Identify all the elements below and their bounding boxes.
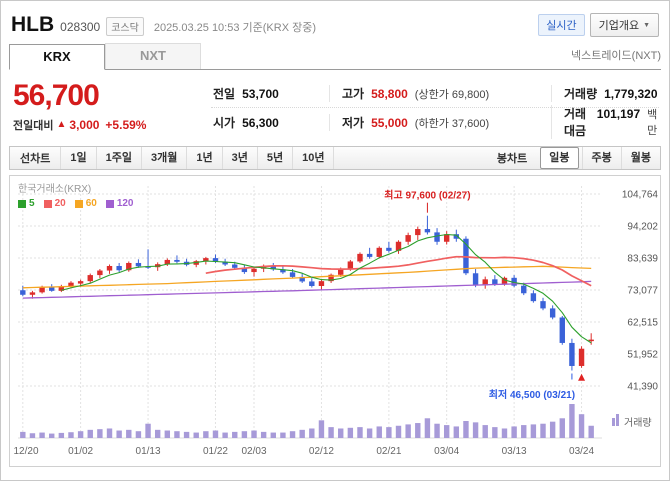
- lower-limit: (하한가 37,600): [414, 117, 490, 130]
- market-tabs: KRX NXT 넥스트레이드(NXT): [9, 43, 661, 70]
- chart-annotations: 최고 97,600 (02/27) 최저 46,500 (03/21): [384, 189, 575, 401]
- trade-value-label: 거래대금: [564, 107, 587, 138]
- header: HLB 028300 코스닥 2025.03.25 10:53 기준(KRX 장…: [9, 7, 661, 43]
- open-label: 시가: [213, 115, 236, 130]
- company-overview-button[interactable]: 기업개요 ▼: [589, 13, 659, 37]
- period-1day[interactable]: 1일: [60, 147, 95, 169]
- candle-chart-label[interactable]: 봉차트: [496, 153, 528, 165]
- svg-text:01/22: 01/22: [203, 446, 228, 457]
- svg-text:최저 46,500 (03/21): 최저 46,500 (03/21): [489, 388, 575, 401]
- period-5year[interactable]: 5년: [256, 147, 292, 169]
- high-value: 58,800: [371, 87, 408, 101]
- period-1year[interactable]: 1년: [186, 147, 221, 169]
- svg-text:12/20: 12/20: [13, 446, 38, 457]
- period-10year[interactable]: 10년: [292, 147, 333, 169]
- chart-legend: 한국거래소(KRX) 5 20 60 120: [18, 180, 134, 209]
- svg-text:02/21: 02/21: [376, 446, 401, 457]
- upper-limit: (상한가 69,800): [414, 89, 490, 101]
- candles: [20, 215, 594, 371]
- current-price: 56,700: [13, 79, 100, 112]
- realtime-badge[interactable]: 실시간: [538, 14, 585, 36]
- quote-row-1: 전일 53,700 고가 58,800 (상한가 69,800) 거래량 1,7…: [211, 80, 659, 108]
- price-summary: 56,700 전일대비 ▲ 3,000 +5.59% 전일 53,700 고가 …: [9, 70, 661, 142]
- svg-text:83,639: 83,639: [627, 254, 658, 265]
- period-1week[interactable]: 1주일: [95, 147, 141, 169]
- svg-text:02/12: 02/12: [309, 446, 334, 457]
- candlestick-chart-canvas[interactable]: 104,764 94,202 83,639 73,077 62,515 51,952 41,…: [10, 176, 662, 464]
- svg-text:41,390: 41,390: [627, 382, 658, 393]
- volume-value: 1,779,320: [604, 87, 658, 101]
- svg-text:02/03: 02/03: [242, 446, 267, 457]
- line-chart-label[interactable]: 선차트: [20, 153, 51, 165]
- market-badge: 코스닥: [106, 17, 144, 36]
- tab-nxt[interactable]: NXT: [105, 43, 201, 69]
- candle-weekly-button[interactable]: 주봉: [581, 147, 621, 169]
- volume-label: 거래량: [564, 87, 598, 101]
- svg-text:51,952: 51,952: [627, 350, 658, 361]
- ma-color-swatch: [18, 199, 26, 208]
- low-label: 저가: [342, 115, 365, 130]
- svg-text:03/13: 03/13: [502, 446, 527, 457]
- chart-period-toolbar: 선차트 1일 1주일 3개월 1년 3년 5년 10년 봉차트 일봉 주봉 월봉: [9, 146, 661, 170]
- candle-monthly-button[interactable]: 월봉: [620, 147, 660, 169]
- high-label: 고가: [342, 87, 365, 101]
- ma-legend: 5 20 60 120: [18, 198, 134, 209]
- svg-text:94,202: 94,202: [627, 221, 658, 232]
- stock-code: 028300: [60, 20, 101, 34]
- trade-value-value: 101,197: [596, 107, 641, 121]
- prev-close-value: 53,700: [242, 87, 279, 101]
- grid: 104,764 94,202 83,639 73,077 62,515 51,952 41,…: [13, 186, 658, 457]
- tab-krx[interactable]: KRX: [9, 44, 105, 70]
- quote-row-2: 시가 56,300 저가 55,000 (하한가 37,600) 거래대금 10…: [211, 105, 659, 139]
- quote-timestamp: 2025.03.25 10:53 기준(KRX 장중): [153, 22, 317, 34]
- svg-text:거래량: 거래량: [624, 417, 652, 429]
- low-value: 55,000: [371, 115, 408, 130]
- change-label: 전일대비: [13, 119, 54, 132]
- change-percent: +5.59%: [105, 117, 147, 132]
- svg-text:03/04: 03/04: [434, 446, 459, 457]
- prev-close-label: 전일: [213, 87, 236, 101]
- open-value: 56,300: [242, 115, 279, 130]
- volume-pane-label: 거래량: [612, 414, 652, 429]
- svg-text:03/24: 03/24: [569, 446, 594, 457]
- period-3month[interactable]: 3개월: [140, 147, 186, 169]
- price-chart[interactable]: 한국거래소(KRX) 5 20 60 120 104,764 94,202 83,639 7…: [9, 175, 661, 467]
- ma-color-swatch: [43, 199, 52, 208]
- ma-color-swatch: [74, 199, 83, 208]
- exchange-label: 한국거래소(KRX): [18, 184, 92, 195]
- ma-legend-item-5: 5: [18, 198, 35, 209]
- svg-text:62,515: 62,515: [627, 317, 658, 328]
- svg-text:104,764: 104,764: [622, 190, 659, 201]
- chevron-down-icon: ▼: [643, 21, 650, 29]
- period-3year[interactable]: 3년: [221, 147, 257, 169]
- ma-color-swatch: [105, 199, 114, 208]
- change-value: 3,000: [69, 117, 100, 132]
- company-overview-label: 기업개요: [598, 20, 640, 32]
- up-arrow-marker-icon: [578, 373, 586, 381]
- ma-legend-item-120: 120: [105, 198, 134, 209]
- nextrade-link[interactable]: 넥스트레이드(NXT): [570, 50, 661, 62]
- svg-text:01/13: 01/13: [136, 446, 161, 457]
- candle-daily-button[interactable]: 일봉: [540, 147, 579, 169]
- up-arrow-icon: ▲: [56, 119, 67, 130]
- svg-text:최고 97,600 (02/27): 최고 97,600 (02/27): [384, 189, 470, 202]
- ma-legend-item-20: 20: [43, 198, 66, 209]
- svg-text:01/02: 01/02: [68, 446, 93, 457]
- volume-bars: [20, 404, 594, 438]
- trade-value-unit: 백만: [647, 109, 658, 137]
- quote-table: 전일 53,700 고가 58,800 (상한가 69,800) 거래량 1,7…: [211, 80, 659, 139]
- ma-legend-item-60: 60: [74, 198, 97, 209]
- toolbar-spacer: [333, 147, 486, 169]
- stock-name: HLB: [11, 13, 55, 36]
- svg-text:73,077: 73,077: [627, 286, 658, 297]
